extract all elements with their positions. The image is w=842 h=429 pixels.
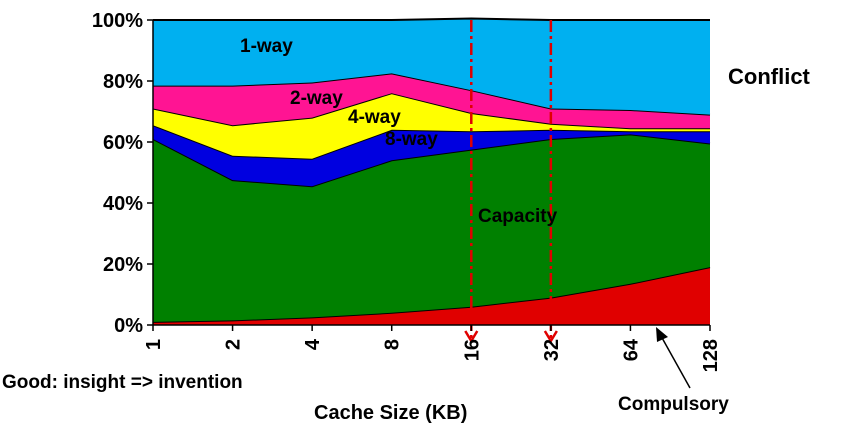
y-tick-label: 20% (103, 254, 143, 276)
capacity-label: Capacity (478, 206, 557, 228)
x-tick-label: 4 (302, 338, 324, 350)
y-tick-label: 80% (103, 71, 143, 93)
y-tick-label: 100% (92, 10, 143, 32)
x-tick-label: 8 (382, 339, 404, 350)
eight-way-label: 8-way (385, 129, 438, 151)
xlabel: Cache Size (KB) (314, 402, 467, 425)
one-way-label: 1-way (240, 36, 293, 58)
x-tick-label: 32 (541, 339, 563, 361)
compulsory-label: Compulsory (618, 394, 729, 416)
two-way-label: 2-way (290, 88, 343, 110)
boundary-1-way (153, 19, 710, 21)
x-tick-label: 2 (223, 339, 245, 350)
insight-note: Good: insight => invention (2, 372, 243, 394)
compulsory-pointer-line (661, 336, 690, 388)
conflict-label: Conflict (728, 64, 810, 90)
compulsory-pointer-head (656, 327, 668, 342)
x-tick-label: 128 (700, 339, 722, 372)
y-tick-label: 60% (103, 132, 143, 154)
x-tick-label: 1 (143, 339, 165, 350)
x-tick-label: 16 (461, 339, 483, 361)
area-series-group (153, 19, 710, 326)
y-tick-label: 40% (103, 193, 143, 215)
x-tick-label: 64 (620, 338, 642, 361)
y-tick-label: 0% (114, 315, 143, 337)
four-way-label: 4-way (348, 107, 401, 129)
